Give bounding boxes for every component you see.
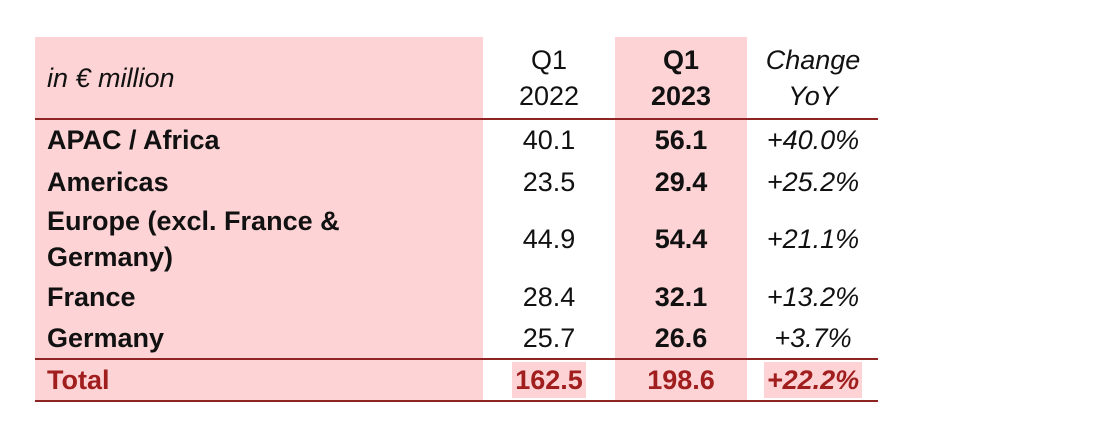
row-label-text: Europe (excl. France & Germany): [47, 206, 340, 272]
total-rule: [35, 358, 878, 360]
cell-value: 25.7: [522, 322, 576, 353]
column-header-line: 2022: [518, 81, 580, 111]
cell-value: +21.1%: [766, 224, 860, 254]
cell-value: +40.0%: [766, 125, 860, 155]
column-header-line: YoY: [788, 81, 838, 111]
total-label: Total: [47, 365, 110, 395]
total-cell: 162.5: [483, 360, 615, 400]
row-label: Americas: [35, 161, 483, 203]
cell-value: 56.1: [654, 125, 708, 155]
column-header: Change YoY: [747, 37, 879, 119]
column-header-line: Q1: [662, 45, 700, 75]
header-rule: [35, 118, 878, 120]
cell-value: +3.7%: [774, 322, 852, 353]
column-header: Q1 2022: [483, 37, 615, 119]
cell-value: +13.2%: [766, 281, 860, 312]
q1-2023-column-shade: [615, 37, 747, 401]
total-value: +22.2%: [763, 362, 863, 398]
column-header: Q1 2023: [615, 37, 747, 119]
column-header-line: 2023: [650, 81, 712, 111]
cell-value: 28.4: [522, 281, 576, 312]
cell-value: 40.1: [522, 125, 576, 155]
row-label-text: APAC / Africa: [47, 125, 220, 155]
cell-value: 32.1: [654, 281, 708, 312]
total-value: 198.6: [647, 365, 715, 395]
row-label-text: Germany: [47, 322, 165, 353]
row-label: Germany: [35, 317, 483, 358]
cell-value: +25.2%: [766, 167, 860, 197]
row-label-text: Americas: [47, 167, 169, 197]
cell-value: 23.5: [522, 167, 576, 197]
row-label: APAC / Africa: [35, 120, 483, 160]
cell-value: 44.9: [522, 224, 576, 254]
bottom-rule: [35, 400, 878, 402]
column-header-line: Change: [765, 45, 861, 75]
total-cell: 198.6: [615, 360, 747, 400]
row-label: France: [35, 276, 483, 317]
cell-value: 29.4: [654, 167, 708, 197]
row-label: Europe (excl. France & Germany): [35, 203, 483, 275]
unit-label: in € million: [47, 63, 175, 93]
cell-value: 26.6: [654, 322, 708, 353]
label-column-shade: [35, 37, 483, 401]
row-label-text: France: [47, 281, 136, 312]
total-cell: +22.2%: [747, 360, 879, 400]
cell-value: 54.4: [654, 224, 708, 254]
column-header-line: Q1: [530, 45, 568, 75]
total-value: 162.5: [512, 362, 586, 398]
